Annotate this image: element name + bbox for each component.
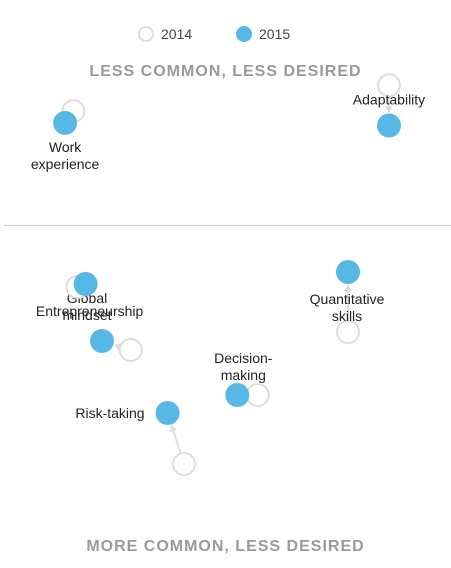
label-line: Entrepreneurship [36, 303, 144, 319]
label-quantitative-skills: Quantitative skills [310, 291, 385, 324]
point-2014-risk-taking [172, 452, 196, 476]
connector-arrow-risk-taking [169, 425, 178, 433]
point-2015-entrepreneurship [73, 272, 98, 296]
point-2015-decision-making [225, 383, 250, 407]
point-2014-adaptability [377, 73, 401, 98]
legend-item-2015: 2015 [236, 26, 290, 42]
label-decision-making: Decision-making [214, 350, 273, 383]
label-line: experience [31, 156, 100, 172]
connector-arrow-adaptability [385, 106, 393, 113]
label-risk-taking: Risk-taking [75, 405, 144, 421]
label-line: Risk-taking [75, 405, 144, 421]
label-line: Decision- [214, 350, 273, 366]
label-line: mindset [62, 307, 111, 323]
point-2015-work-experience [53, 110, 78, 135]
legend-swatch-2015 [236, 26, 252, 42]
point-2015-global-mindset [90, 329, 114, 353]
point-2014-global-mindset [118, 338, 143, 362]
label-line: Adaptability [353, 92, 425, 108]
label-work-experience: Work experience [31, 139, 100, 172]
legend: 2014 2015 [0, 26, 451, 50]
connector-arrow-quantitative-skills [344, 285, 352, 291]
point-2015-adaptability [377, 113, 401, 138]
point-2015-risk-taking [155, 401, 180, 425]
point-2015-quantitative-skills [336, 260, 360, 284]
legend-item-2014: 2014 [138, 26, 192, 42]
point-2014-decision-making [245, 383, 270, 407]
connector-arrow-global-mindset [114, 342, 122, 351]
divider [4, 225, 451, 226]
point-2014-quantitative-skills [336, 320, 360, 344]
label-entrepreneurship: Entrepreneurship [36, 303, 144, 319]
label-adaptability: Adaptability [353, 92, 425, 108]
section-title-top: LESS COMMON, LESS DESIRED [89, 63, 362, 80]
label-line: skills [332, 308, 362, 324]
legend-swatch-2014 [138, 26, 154, 42]
legend-label-2015: 2015 [259, 26, 291, 42]
label-line: making [221, 367, 266, 383]
label-line: Quantitative [310, 291, 385, 307]
legend-label-2014: 2014 [161, 26, 193, 42]
section-title-bottom: MORE COMMON, LESS DESIRED [86, 538, 365, 555]
label-line: Work [49, 139, 82, 155]
